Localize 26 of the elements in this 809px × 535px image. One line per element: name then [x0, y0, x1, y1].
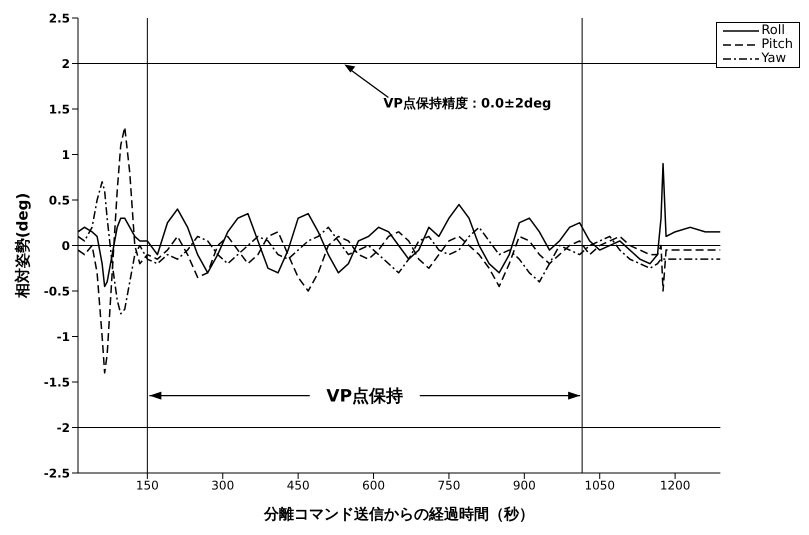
y-axis-title: 相対姿勢(deg)	[13, 192, 32, 300]
y-tick-label: -2.5	[44, 466, 70, 480]
x-tick-label: 900	[512, 478, 536, 493]
y-tick-label: -1	[56, 330, 70, 344]
y-tick-label: 0.5	[48, 193, 70, 208]
y-tick-label: -0.5	[44, 284, 70, 298]
y-tick-label: 2	[62, 56, 70, 71]
x-tick-label: 600	[362, 478, 385, 493]
x-tick-label: 1200	[660, 478, 690, 493]
y-tick-label: -1.5	[44, 375, 70, 390]
y-tick-label: 1.5	[48, 102, 70, 116]
y-tick-label: 1	[62, 148, 70, 162]
legend-label: Pitch	[761, 37, 793, 52]
x-tick-label: 1050	[584, 478, 615, 493]
x-tick-label: 750	[437, 478, 460, 493]
x-tick-label: 150	[136, 478, 159, 493]
annotation: VP点保持精度：0.0±2deg	[383, 96, 552, 112]
y-tick-label: 2.5	[48, 11, 70, 26]
legend-label: Roll	[761, 23, 785, 38]
legend-label: Yaw	[761, 51, 786, 66]
x-axis-title: 分離コマンド送信からの経過時間（秒）	[263, 505, 534, 523]
x-tick-label: 300	[211, 478, 234, 493]
y-tick-label: -2	[56, 420, 70, 435]
annotation: VP点保持	[326, 386, 404, 407]
y-tick-label: 0	[62, 238, 70, 253]
x-tick-label: 450	[286, 478, 310, 493]
